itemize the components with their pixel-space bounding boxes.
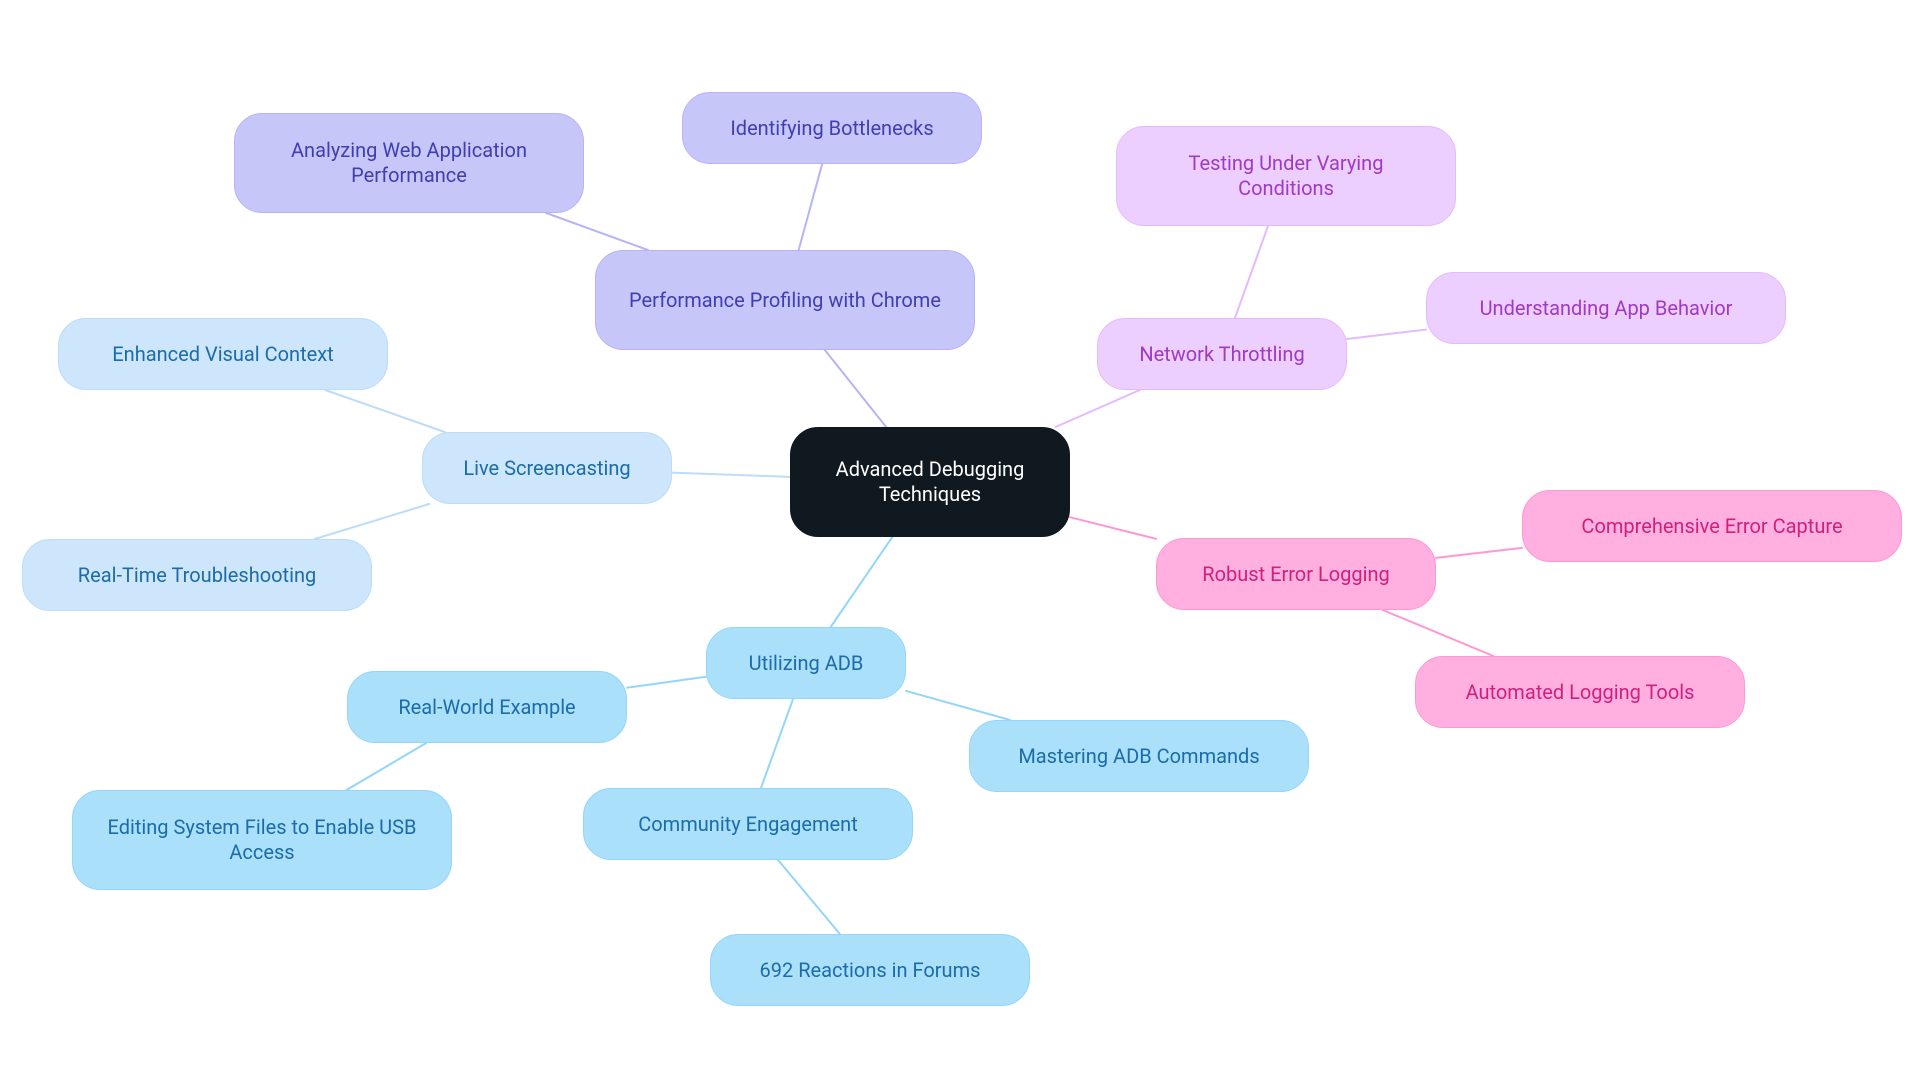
node-label: Automated Logging Tools bbox=[1466, 680, 1695, 705]
node-net_1: Testing Under Varying Conditions bbox=[1116, 126, 1456, 226]
node-label: Robust Error Logging bbox=[1202, 562, 1389, 587]
node-live_2: Real-Time Troubleshooting bbox=[22, 539, 372, 611]
node-net: Network Throttling bbox=[1097, 318, 1347, 390]
node-label: Advanced Debugging Techniques bbox=[815, 457, 1045, 507]
edge bbox=[347, 743, 427, 790]
edge bbox=[627, 677, 706, 688]
edge bbox=[778, 860, 840, 934]
node-err_1: Comprehensive Error Capture bbox=[1522, 490, 1902, 562]
node-live: Live Screencasting bbox=[422, 432, 672, 504]
edge bbox=[906, 691, 1010, 720]
node-perf_2: Identifying Bottlenecks bbox=[682, 92, 982, 164]
node-adb_rw_1: Editing System Files to Enable USB Acces… bbox=[72, 790, 452, 890]
node-label: Network Throttling bbox=[1139, 342, 1304, 367]
node-label: Community Engagement bbox=[638, 812, 858, 837]
edge bbox=[672, 473, 790, 477]
node-label: Understanding App Behavior bbox=[1480, 296, 1733, 321]
edge bbox=[825, 350, 886, 427]
node-adb_rw: Real-World Example bbox=[347, 671, 627, 743]
node-label: Live Screencasting bbox=[463, 456, 630, 481]
edge bbox=[1436, 548, 1522, 558]
node-label: Comprehensive Error Capture bbox=[1581, 514, 1842, 539]
edge bbox=[1383, 610, 1494, 656]
node-label: Real-Time Troubleshooting bbox=[78, 563, 316, 588]
edge bbox=[1055, 390, 1139, 427]
node-label: Testing Under Varying Conditions bbox=[1141, 151, 1431, 201]
edge bbox=[1070, 517, 1156, 539]
node-adb_ce: Community Engagement bbox=[583, 788, 913, 860]
edge bbox=[1347, 330, 1426, 339]
node-label: Analyzing Web Application Performance bbox=[259, 138, 559, 188]
node-label: Real-World Example bbox=[398, 695, 575, 720]
node-live_1: Enhanced Visual Context bbox=[58, 318, 388, 390]
node-adb_1: Mastering ADB Commands bbox=[969, 720, 1309, 792]
node-err_2: Automated Logging Tools bbox=[1415, 656, 1745, 728]
mindmap-canvas: Advanced Debugging Techniques Performance… bbox=[0, 0, 1920, 1083]
node-err: Robust Error Logging bbox=[1156, 538, 1436, 610]
edge bbox=[799, 164, 823, 250]
node-net_2: Understanding App Behavior bbox=[1426, 272, 1786, 344]
node-label: Editing System Files to Enable USB Acces… bbox=[97, 815, 427, 865]
edge bbox=[761, 699, 793, 788]
node-label: 692 Reactions in Forums bbox=[760, 958, 981, 983]
node-adb: Utilizing ADB bbox=[706, 627, 906, 699]
node-perf: Performance Profiling with Chrome bbox=[595, 250, 975, 350]
edge bbox=[1235, 226, 1268, 318]
node-label: Mastering ADB Commands bbox=[1018, 744, 1259, 769]
node-label: Performance Profiling with Chrome bbox=[629, 288, 941, 313]
node-root: Advanced Debugging Techniques bbox=[790, 427, 1070, 537]
edge bbox=[546, 213, 648, 250]
edge bbox=[325, 390, 444, 432]
node-adb_ce_1: 692 Reactions in Forums bbox=[710, 934, 1030, 1006]
node-label: Enhanced Visual Context bbox=[112, 342, 333, 367]
node-label: Identifying Bottlenecks bbox=[730, 116, 933, 141]
edge bbox=[315, 504, 429, 539]
edge bbox=[831, 537, 893, 627]
node-perf_1: Analyzing Web Application Performance bbox=[234, 113, 584, 213]
node-label: Utilizing ADB bbox=[749, 651, 864, 676]
